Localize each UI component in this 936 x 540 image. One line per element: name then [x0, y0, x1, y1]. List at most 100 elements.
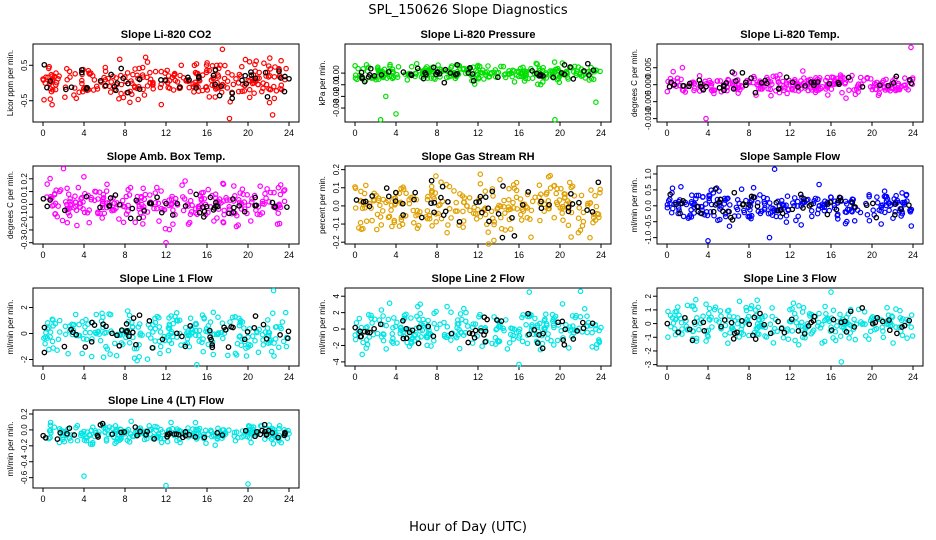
- data-point: [100, 354, 107, 361]
- data-point: [235, 434, 241, 441]
- data-point: [233, 76, 239, 82]
- data-point-black: [567, 64, 574, 70]
- data-point: [273, 323, 280, 330]
- data-point: [493, 326, 499, 333]
- x-tick-label: 20: [867, 250, 877, 260]
- data-point: [81, 209, 88, 216]
- data-point-black: [538, 205, 545, 212]
- data-point-black: [252, 313, 259, 319]
- y-tick-label: 1.0: [644, 168, 653, 180]
- data-point: [239, 186, 246, 193]
- data-point: [517, 211, 524, 218]
- data-point-black: [826, 80, 833, 87]
- data-point: [123, 193, 130, 200]
- data-point-black: [252, 202, 258, 209]
- data-point: [834, 318, 841, 325]
- data-point: [49, 338, 56, 345]
- data-point: [552, 313, 559, 320]
- data-point: [241, 206, 248, 212]
- panel-title: Slope Line 3 Flow: [744, 273, 837, 285]
- data-point-black: [281, 88, 288, 95]
- data-point: [791, 195, 798, 201]
- data-point: [224, 197, 230, 203]
- data-point: [747, 305, 754, 312]
- data-point: [507, 331, 514, 338]
- y-tick-label: -0.2: [20, 438, 29, 452]
- data-point-black: [68, 84, 75, 91]
- data-point: [518, 217, 525, 223]
- data-point-black: [193, 191, 200, 198]
- data-point: [536, 194, 542, 200]
- y-tick-label: 0.2: [20, 173, 29, 185]
- outlier-point: [552, 116, 558, 123]
- data-point: [703, 209, 710, 215]
- data-point: [784, 90, 790, 97]
- data-point-black: [697, 80, 704, 87]
- x-tick-label: 0: [352, 250, 357, 260]
- data-point-black: [277, 332, 283, 338]
- data-point-black: [369, 193, 376, 199]
- data-point-black: [750, 332, 756, 339]
- data-point: [47, 419, 54, 426]
- data-point: [229, 314, 236, 321]
- data-point: [266, 99, 273, 106]
- data-point: [451, 188, 457, 194]
- data-point-black: [99, 420, 106, 427]
- data-point-black: [525, 189, 532, 195]
- data-point: [675, 205, 682, 211]
- data-point: [843, 218, 850, 225]
- y-tick-label: 0.0: [332, 200, 341, 212]
- data-point: [448, 63, 455, 69]
- data-point-black: [533, 70, 540, 77]
- data-point: [722, 322, 729, 329]
- y-tick-label: 0: [20, 331, 29, 336]
- data-point-black: [885, 82, 892, 89]
- data-point: [203, 84, 210, 90]
- data-point: [800, 199, 807, 205]
- data-point-black: [112, 192, 119, 198]
- data-point: [901, 75, 908, 81]
- data-point: [850, 196, 857, 203]
- data-point: [688, 207, 694, 213]
- y-tick-label: 0.5: [20, 59, 29, 71]
- data-point: [754, 297, 761, 304]
- data-point: [441, 331, 448, 338]
- data-point-black: [108, 71, 114, 78]
- data-point: [755, 323, 762, 330]
- data-point-black: [477, 193, 484, 200]
- data-point: [689, 200, 695, 207]
- data-point: [683, 83, 690, 90]
- data-point-black: [360, 199, 367, 205]
- data-point: [816, 181, 822, 188]
- data-point: [404, 77, 411, 83]
- data-point: [592, 217, 599, 224]
- data-point: [824, 92, 831, 98]
- data-point: [254, 211, 261, 218]
- data-point: [190, 426, 196, 432]
- data-point: [901, 200, 907, 207]
- y-axis-label: ml/min per min.: [318, 300, 327, 355]
- y-tick-label: -0.005: [644, 90, 653, 113]
- data-point: [368, 312, 374, 319]
- data-point: [597, 186, 604, 193]
- data-point: [834, 216, 841, 222]
- data-point-black: [531, 327, 538, 333]
- data-point-black: [133, 197, 140, 204]
- data-point: [578, 192, 585, 199]
- data-point-black: [743, 82, 749, 89]
- data-point: [575, 229, 582, 236]
- data-point: [42, 340, 48, 347]
- data-point: [717, 308, 724, 314]
- data-point: [497, 176, 503, 183]
- data-point: [65, 350, 71, 357]
- data-point: [884, 196, 891, 202]
- data-point: [211, 218, 217, 224]
- data-point: [554, 337, 561, 344]
- data-point-black: [892, 211, 898, 218]
- x-tick-label: 0: [40, 128, 45, 138]
- data-point-black: [752, 89, 759, 96]
- data-point: [460, 305, 467, 312]
- data-point: [116, 96, 122, 102]
- data-point: [463, 309, 469, 316]
